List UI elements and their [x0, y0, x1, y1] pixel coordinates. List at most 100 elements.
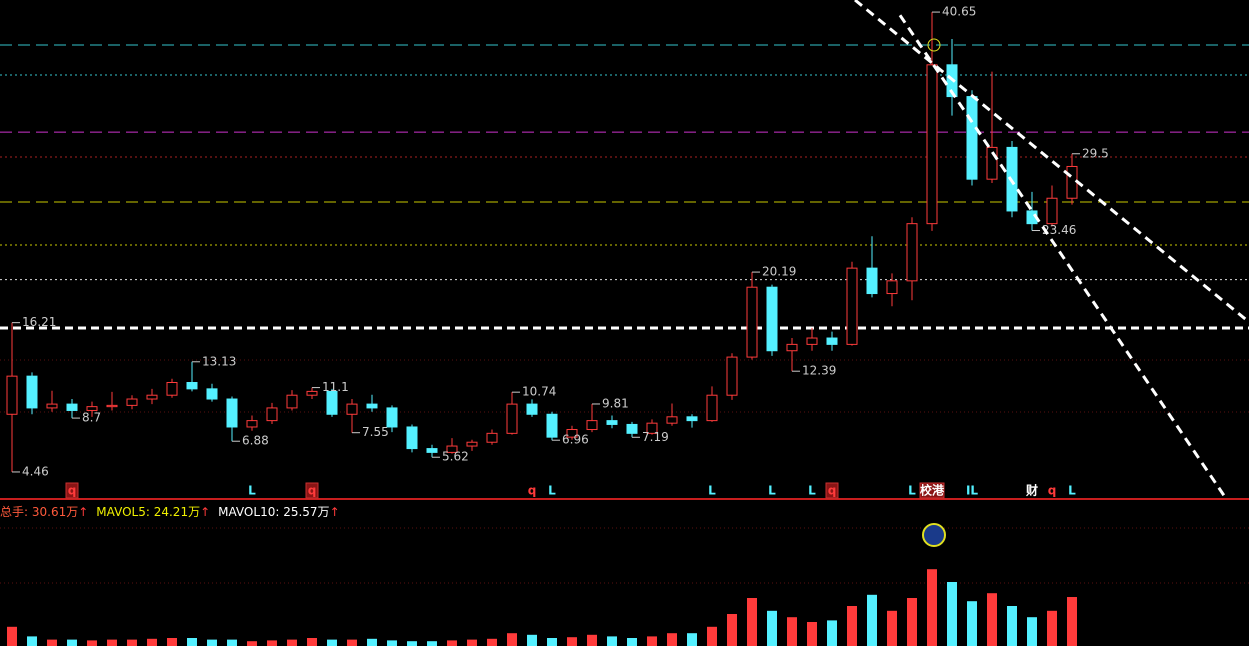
candle-body — [306, 390, 318, 396]
volume-bar — [407, 641, 417, 646]
candle-body — [106, 404, 118, 408]
signal-box — [305, 482, 319, 499]
volume-bar — [487, 638, 497, 646]
volume-bar — [627, 638, 637, 646]
volume-bar — [827, 620, 837, 646]
candle-body — [346, 403, 358, 415]
extreme-label: 16.21 — [22, 315, 56, 329]
candle-body — [286, 394, 298, 409]
candle-body — [846, 267, 858, 345]
candle-body — [686, 416, 698, 422]
volume-bar — [907, 598, 917, 646]
signal-label: L — [768, 484, 776, 498]
header-separator: : — [146, 505, 154, 519]
extreme-label: 20.19 — [762, 265, 796, 279]
extreme-label: 11.1 — [322, 380, 349, 394]
candle-body — [206, 388, 218, 400]
candle-body — [186, 382, 198, 390]
volume-bar — [667, 633, 677, 646]
candle-body — [66, 403, 78, 411]
trend-line — [854, 0, 1249, 324]
signal-label: L — [548, 484, 556, 498]
extreme-label: 7.19 — [642, 430, 669, 444]
extreme-label: 13.13 — [202, 354, 236, 368]
candle-body — [926, 64, 938, 225]
signal-box — [919, 482, 945, 499]
header-name: MAVOL10 — [218, 505, 275, 519]
header-trend: ↑ — [78, 505, 88, 519]
extreme-label: 23.46 — [1042, 223, 1076, 237]
extreme-label: 10.74 — [522, 385, 556, 399]
volume-bar — [547, 638, 557, 646]
extreme-label: 6.96 — [562, 433, 589, 447]
candle-body — [486, 432, 498, 443]
volume-bar — [887, 610, 897, 646]
candle-body — [406, 426, 418, 450]
volume-header: 总手: 30.61万↑ MAVOL5: 24.21万↑ MAVOL10: 25.57… — [0, 505, 340, 519]
trend-line — [898, 14, 1227, 497]
extreme-label: 40.65 — [942, 5, 976, 19]
volume-bar — [247, 641, 257, 646]
candle-body — [606, 420, 618, 425]
volume-bar — [1067, 597, 1077, 646]
header-separator: : — [24, 505, 32, 519]
candle-body — [6, 375, 18, 415]
volume-bar — [367, 638, 377, 646]
candle-body — [386, 407, 398, 428]
volume-bar — [267, 640, 277, 646]
volume-bar — [467, 639, 477, 646]
candle-body — [46, 403, 58, 409]
volume-bar — [587, 634, 597, 646]
header-trend: ↑ — [330, 505, 340, 519]
extreme-label: 7.55 — [362, 425, 389, 439]
volume-bar — [87, 640, 97, 646]
signal-box — [825, 482, 839, 499]
volume-bar — [67, 639, 77, 646]
volume-bar — [867, 594, 877, 646]
volume-bar — [427, 641, 437, 646]
candle-body — [446, 445, 458, 453]
volume-bar — [387, 640, 397, 646]
extreme-label: 4.46 — [22, 464, 49, 478]
volume-bar — [1027, 617, 1037, 646]
volume-bar — [347, 639, 357, 646]
highlight-ring — [922, 523, 946, 547]
candle-body — [906, 223, 918, 282]
extreme-label: 12.39 — [802, 364, 836, 378]
volume-bar — [607, 636, 617, 646]
signal-label: L — [248, 484, 256, 498]
candle-body — [26, 375, 38, 409]
candle-body — [886, 280, 898, 295]
volume-bar — [727, 614, 737, 646]
volume-bar — [967, 601, 977, 646]
header-name: MAVOL5 — [96, 505, 146, 519]
volume-bar — [987, 593, 997, 646]
candle-body — [566, 429, 578, 438]
candle-body — [766, 286, 778, 352]
volume-bar — [787, 617, 797, 646]
candle-body — [866, 267, 878, 295]
signal-label: L — [908, 484, 916, 498]
volume-bar — [107, 639, 117, 646]
volume-bar — [947, 582, 957, 646]
volume-bar — [187, 638, 197, 646]
extreme-label: 5.62 — [442, 450, 469, 464]
candle-body — [826, 337, 838, 345]
volume-bar — [507, 633, 517, 646]
volume-bar — [287, 639, 297, 646]
candle-body — [426, 448, 438, 453]
header-value: 25.57万 — [283, 505, 329, 519]
candle-body — [266, 407, 278, 422]
volume-bar — [687, 633, 697, 646]
volume-pane — [7, 569, 1077, 646]
extreme-label: 8.7 — [82, 411, 101, 425]
candle-body — [966, 96, 978, 180]
signal-label: IL — [966, 484, 978, 498]
volume-bar — [207, 639, 217, 646]
signal-label: L — [808, 484, 816, 498]
candle-body — [506, 403, 518, 434]
candle-body — [1046, 197, 1058, 225]
volume-bar — [307, 638, 317, 646]
candle-body — [786, 343, 798, 352]
